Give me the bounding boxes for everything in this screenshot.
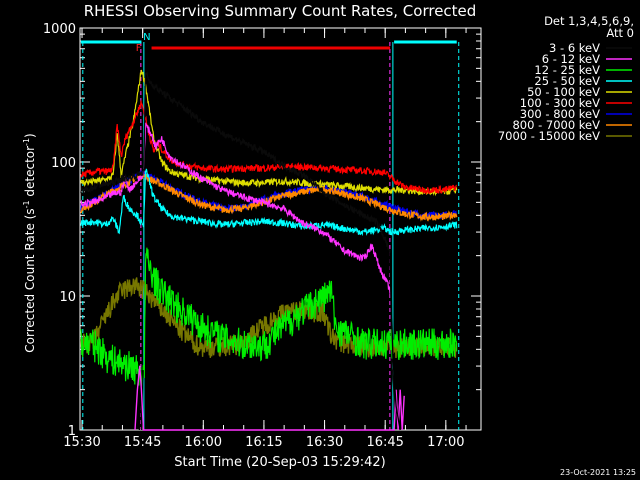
x-tick-label: 15:30	[63, 435, 100, 450]
x-tick-label: 17:00	[427, 435, 464, 450]
series-trace	[134, 366, 405, 431]
legend-header-detectors: Det 1,3,4,5,6,9,	[544, 14, 634, 28]
flag-bars: FN	[80, 32, 460, 430]
y-tick-label: 10	[59, 290, 76, 305]
y-tick-label: 1000	[43, 22, 76, 37]
legend-label: 100 - 300 keV	[520, 96, 600, 110]
series-line-2	[80, 247, 458, 387]
chart-title: RHESSI Observing Summary Count Rates, Co…	[84, 2, 477, 20]
series-line-1	[80, 122, 391, 294]
series-line-3	[80, 168, 458, 237]
x-tick-label: 16:45	[366, 435, 403, 450]
night-flag-label: N	[143, 32, 150, 43]
y-axis: 1 10 100 1000	[43, 22, 481, 439]
legend-header-attenuator: Att 0	[606, 26, 634, 40]
timestamp: 23-Oct-2021 13:25	[560, 468, 636, 477]
series-line-0	[80, 71, 397, 428]
x-axis-label: Start Time (20-Sep-03 15:29:42)	[174, 455, 385, 470]
legend-label: 800 - 7000 keV	[512, 118, 600, 132]
series-trace	[389, 252, 401, 431]
x-tick-label: 16:30	[306, 435, 343, 450]
flare-flag-label: F	[136, 43, 142, 54]
x-axis: 15:30 15:45 16:00 16:15 16:30 16:45 17:00	[63, 28, 467, 450]
legend-label: 6 - 12 keV	[542, 52, 600, 66]
legend-label: 12 - 25 keV	[534, 63, 600, 77]
x-tick-label: 16:15	[245, 435, 282, 450]
legend-label: 25 - 50 keV	[534, 74, 600, 88]
y-axis-label: Corrected Count Rate (s-1 detector-1)	[22, 133, 37, 352]
legend-label: 50 - 100 keV	[527, 85, 600, 99]
series-lines	[80, 69, 458, 431]
series-line-8	[80, 277, 458, 359]
y-tick-label: 1	[68, 424, 76, 439]
x-tick-label: 15:45	[124, 435, 161, 450]
legend-label: 7000 - 15000 keV	[498, 129, 600, 143]
y-tick-label: 100	[51, 156, 76, 171]
legend-label: 300 - 800 keV	[520, 107, 600, 121]
x-tick-label: 16:00	[185, 435, 222, 450]
series-line-4	[80, 69, 458, 197]
legend-label: 3 - 6 keV	[549, 41, 600, 55]
